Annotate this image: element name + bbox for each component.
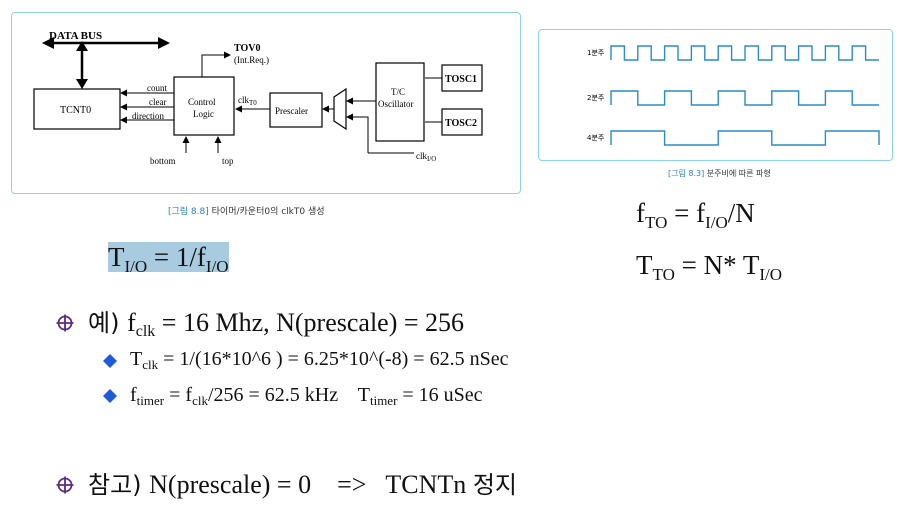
ftimer-line: ftimer = fclk/256 = 62.5 kHz Ttimer = 16… bbox=[130, 384, 483, 408]
mux-shape bbox=[333, 87, 347, 131]
timer-block-diagram: DATA BUS TCNT0 Control Logic count clear… bbox=[33, 30, 483, 166]
tosc2-label: TOSC2 bbox=[445, 118, 477, 129]
figure-8-3-panel: 1분주 2분주 4분주 bbox=[538, 29, 893, 161]
prescaler-label: Prescaler bbox=[275, 106, 308, 116]
tosc1-box bbox=[441, 64, 483, 92]
eq-tio: TI/O = 1/fI/O bbox=[108, 242, 229, 276]
tc-oscillator-box bbox=[375, 62, 425, 142]
eq-tto: TTO = N* TI/O bbox=[636, 250, 783, 284]
waveform-div-1 bbox=[610, 45, 879, 61]
top-label: top bbox=[222, 156, 234, 166]
eq-fto: fTO = fI/O/N bbox=[636, 198, 755, 232]
clk-t0-label: clkT0 bbox=[238, 95, 257, 107]
wave-label-1: 1분주 bbox=[587, 49, 605, 57]
wave-label-4: 4분주 bbox=[587, 134, 605, 142]
control-logic-label-2: Logic bbox=[193, 109, 214, 119]
control-logic-label-1: Control bbox=[188, 97, 216, 107]
clear-label: clear bbox=[149, 97, 166, 107]
data-bus-label: DATA BUS bbox=[49, 30, 102, 42]
waveform-div-4 bbox=[610, 130, 880, 146]
tosc1-label: TOSC1 bbox=[445, 74, 477, 85]
tc-oscillator-label-2: Oscillator bbox=[378, 99, 414, 109]
note-bullet: 참고) N(prescale) = 0 => TCNTn 정지 bbox=[88, 470, 517, 499]
clk-io-label: clkI/O bbox=[416, 151, 436, 163]
prescale-waveforms: 1분주 2분주 4분주 bbox=[587, 45, 880, 146]
int-req-label: (Int.Req.) bbox=[234, 55, 269, 65]
crosshair-bullet-icon bbox=[56, 314, 74, 332]
tov0-label: TOV0 bbox=[234, 43, 261, 54]
data-bus-arrow bbox=[42, 37, 170, 89]
count-label: count bbox=[147, 83, 167, 93]
direction-label: direction bbox=[132, 111, 164, 121]
tclk-line: Tclk = 1/(16*10^6 ) = 6.25*10^(-8) = 62.… bbox=[130, 348, 509, 372]
tcnt0-box bbox=[33, 88, 121, 130]
tosc2-box bbox=[441, 108, 483, 136]
diamond-bullet-icon bbox=[103, 389, 117, 403]
crosshair-bullet-icon bbox=[56, 476, 74, 494]
diamond-bullet-icon bbox=[103, 354, 117, 368]
figure-8-3-caption: [그림 8.3] 분주비에 따른 파형 bbox=[668, 169, 771, 178]
control-logic-box bbox=[173, 76, 235, 136]
wave-label-2: 2분주 bbox=[587, 94, 605, 102]
tcnt0-label: TCNT0 bbox=[60, 105, 91, 116]
tc-oscillator-label-1: T/C bbox=[391, 87, 405, 97]
figure-8-8-panel: DATA BUS TCNT0 Control Logic count clear… bbox=[11, 12, 521, 194]
example-bullet: 예) fclk = 16 Mhz, N(prescale) = 256 bbox=[88, 308, 465, 340]
waveform-div-2 bbox=[610, 90, 879, 106]
figure-8-8-caption: [그림 8.8] 타이머/카운터0의 clkT0 생성 bbox=[168, 207, 325, 217]
bottom-label: bottom bbox=[150, 156, 176, 166]
